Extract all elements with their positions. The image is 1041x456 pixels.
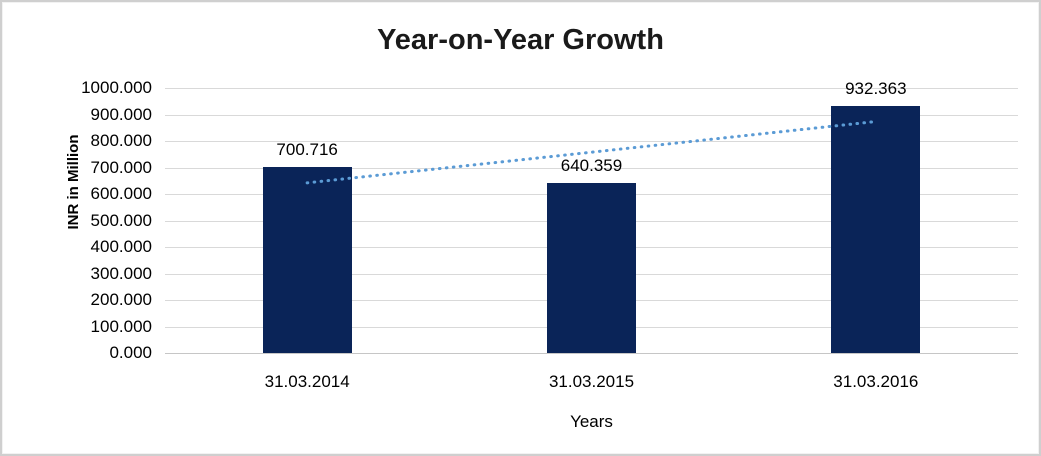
- gridline: [165, 167, 1018, 169]
- y-tick-label: 100.000: [90, 316, 152, 336]
- chart-title: Year-on-Year Growth: [377, 24, 664, 56]
- y-tick-label: 600.000: [90, 184, 152, 203]
- y-tick-label: 0.000: [109, 343, 152, 362]
- y-tick-label: 1000.000: [81, 78, 152, 97]
- x-tick-label: 31.03.2015: [548, 372, 635, 391]
- gridline: [165, 141, 1018, 142]
- y-tick-label: 900.000: [90, 104, 152, 124]
- bar-31.03.2015: [547, 183, 636, 353]
- bar-data-label: 640.359: [560, 156, 623, 176]
- gridline: [165, 88, 1018, 89]
- y-tick-label: 300.000: [90, 263, 152, 283]
- y-tick-label: 500.000: [90, 210, 152, 230]
- x-axis-title: Years: [570, 412, 613, 431]
- x-axis-line: [165, 353, 1018, 354]
- bar-data-label: 700.716: [276, 140, 338, 160]
- gridline: [165, 114, 1018, 116]
- bar-data-label: 932.363: [845, 78, 907, 98]
- y-tick-label: 800.000: [90, 131, 152, 150]
- y-tick-label: 400.000: [90, 237, 152, 256]
- y-tick-label: 700.000: [90, 157, 152, 177]
- bar-31.03.2016: [831, 105, 921, 353]
- x-tick-label: 31.03.2014: [264, 372, 350, 391]
- y-tick-label: 200.000: [90, 290, 152, 309]
- trendline: [305, 119, 878, 185]
- bar-31.03.2014: [262, 167, 352, 353]
- plot-area: [165, 88, 1018, 354]
- x-tick-label: 31.03.2016: [833, 372, 919, 391]
